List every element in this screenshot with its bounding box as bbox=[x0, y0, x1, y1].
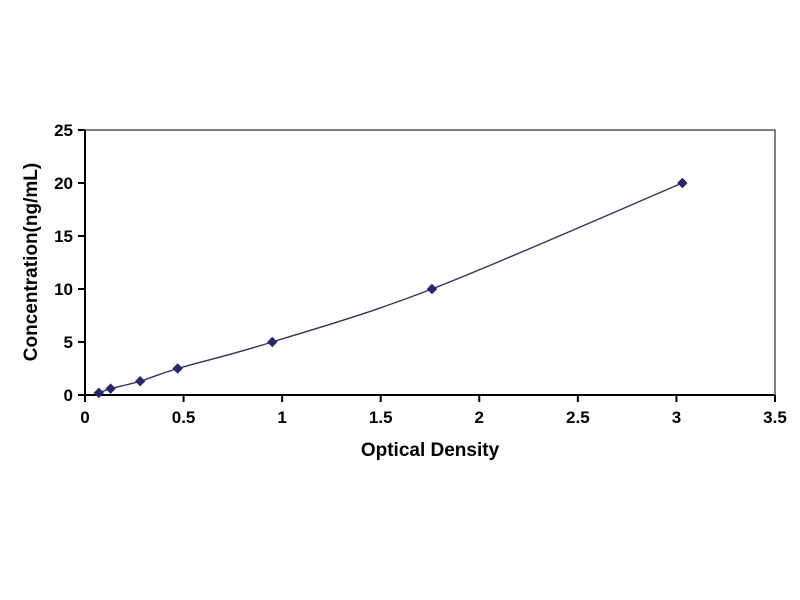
data-point-marker bbox=[172, 363, 183, 374]
data-point-marker bbox=[105, 383, 116, 394]
x-tick-label: 2 bbox=[475, 408, 484, 427]
plot-border bbox=[84, 129, 776, 396]
y-tick-label: 15 bbox=[54, 227, 73, 246]
x-tick-label: 0.5 bbox=[172, 408, 196, 427]
data-point-marker bbox=[93, 387, 105, 399]
data-point-marker bbox=[134, 376, 146, 387]
data-point-marker bbox=[426, 283, 438, 295]
x-tick-label: 2.5 bbox=[566, 408, 590, 427]
x-tick-label: 3.5 bbox=[763, 408, 787, 427]
y-tick-label: 25 bbox=[54, 121, 73, 140]
x-tick-label: 0 bbox=[80, 408, 89, 427]
x-tick-label: 1.5 bbox=[369, 408, 393, 427]
y-tick-label: 10 bbox=[54, 280, 73, 299]
y-tick-label: 5 bbox=[64, 333, 73, 352]
data-point-marker bbox=[677, 177, 688, 189]
standard-curve-line bbox=[98, 182, 683, 394]
x-tick-label: 1 bbox=[277, 408, 286, 427]
x-tick-label: 3 bbox=[672, 408, 681, 427]
data-point-marker bbox=[267, 336, 278, 348]
y-axis-label: Concentration(ng/mL) bbox=[21, 162, 42, 362]
x-axis-label: Optical Density bbox=[360, 440, 500, 461]
y-tick-label: 20 bbox=[54, 174, 73, 193]
y-tick-label: 0 bbox=[64, 386, 73, 405]
